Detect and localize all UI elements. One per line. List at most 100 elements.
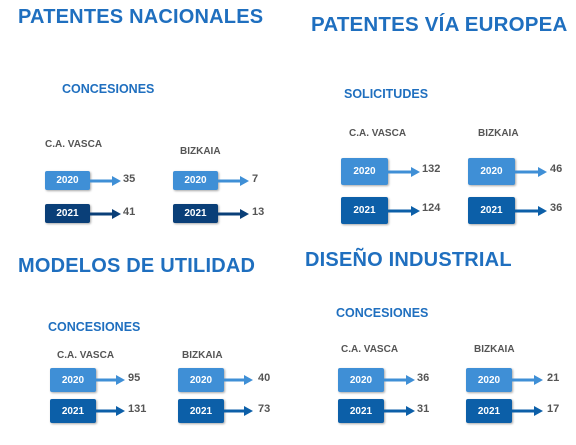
arrow-shaft bbox=[388, 209, 413, 212]
arrow-shaft bbox=[90, 212, 114, 215]
arrow-shaft bbox=[384, 409, 408, 413]
bar-2020: 2020 46 bbox=[468, 158, 562, 185]
value-label: 35 bbox=[123, 173, 136, 185]
value-label: 46 bbox=[550, 163, 563, 175]
bar-2021: 2021 41 bbox=[45, 204, 135, 223]
bar-2021: 2021 13 bbox=[173, 204, 264, 223]
arrow-right-icon bbox=[112, 208, 121, 219]
year-box-2021: 2021 bbox=[466, 399, 512, 423]
year-label: 2020 bbox=[184, 175, 207, 186]
value-label: 124 bbox=[422, 202, 441, 214]
year-label: 2020 bbox=[477, 374, 501, 386]
arrow-right-icon bbox=[538, 166, 547, 177]
year-label: 2020 bbox=[480, 166, 503, 177]
year-box-2020: 2020 bbox=[468, 158, 515, 185]
section-title-patentes-nacionales: PATENTES NACIONALES bbox=[18, 6, 264, 28]
year-label: 2021 bbox=[480, 205, 503, 216]
region-label-ca-vasca: C.A. VASCA bbox=[57, 350, 115, 361]
year-box-2021: 2021 bbox=[173, 204, 218, 223]
arrow-right-icon bbox=[411, 205, 420, 216]
arrow-right-icon bbox=[411, 166, 420, 177]
year-label: 2021 bbox=[184, 208, 207, 219]
bar-2021: 2021 131 bbox=[50, 399, 146, 423]
section-subtitle: SOLICITUDES bbox=[344, 87, 429, 101]
arrow-right-icon bbox=[406, 406, 415, 416]
year-label: 2021 bbox=[477, 405, 501, 417]
arrow-right-icon bbox=[244, 375, 253, 385]
year-box-2020: 2020 bbox=[178, 368, 224, 392]
arrow-right-icon bbox=[112, 175, 121, 186]
arrow-right-icon bbox=[240, 175, 249, 186]
section-title-diseno-industrial: DISEÑO INDUSTRIAL bbox=[305, 249, 512, 271]
value-label: 17 bbox=[547, 403, 560, 415]
arrow-right-icon bbox=[116, 406, 125, 416]
arrow-right-icon bbox=[244, 406, 253, 416]
region-label-bizkaia: BIZKAIA bbox=[478, 128, 519, 139]
value-label: 73 bbox=[258, 403, 271, 415]
arrow-shaft bbox=[224, 409, 246, 413]
year-box-2021: 2021 bbox=[338, 399, 384, 423]
section-subtitle: CONCESIONES bbox=[336, 306, 429, 320]
year-box-2020: 2020 bbox=[466, 368, 512, 392]
year-label: 2021 bbox=[353, 205, 376, 216]
bar-2021: 2021 36 bbox=[468, 197, 562, 224]
section-title-modelos-de-utilidad: MODELOS DE UTILIDAD bbox=[18, 255, 256, 277]
bar-2020: 2020 7 bbox=[173, 171, 258, 190]
year-box-2021: 2021 bbox=[468, 197, 515, 224]
arrow-shaft bbox=[96, 378, 118, 382]
value-label: 13 bbox=[252, 206, 265, 218]
bar-2020: 2020 21 bbox=[466, 368, 559, 392]
bar-2020: 2020 95 bbox=[50, 368, 140, 392]
arrow-right-icon bbox=[240, 208, 249, 219]
value-label: 21 bbox=[547, 372, 560, 384]
arrow-shaft bbox=[218, 179, 242, 182]
arrow-shaft bbox=[90, 179, 114, 182]
arrow-right-icon bbox=[406, 375, 415, 385]
year-label: 2020 bbox=[189, 374, 213, 386]
bar-2021: 2021 124 bbox=[341, 197, 440, 224]
value-label: 132 bbox=[422, 163, 441, 175]
value-label: 36 bbox=[550, 202, 563, 214]
year-label: 2021 bbox=[349, 405, 373, 417]
year-label: 2021 bbox=[61, 405, 85, 417]
region-label-bizkaia: BIZKAIA bbox=[180, 146, 221, 157]
arrow-shaft bbox=[96, 409, 118, 413]
section-subtitle: CONCESIONES bbox=[62, 82, 155, 96]
region-label-bizkaia: BIZKAIA bbox=[182, 350, 223, 361]
bar-2021: 2021 31 bbox=[338, 399, 429, 423]
bar-2020: 2020 132 bbox=[341, 158, 440, 185]
year-label: 2020 bbox=[349, 374, 373, 386]
region-label-ca-vasca: C.A. VASCA bbox=[341, 344, 399, 355]
year-box-2021: 2021 bbox=[341, 197, 388, 224]
region-label-bizkaia: BIZKAIA bbox=[474, 344, 515, 355]
arrow-shaft bbox=[218, 212, 242, 215]
year-label: 2020 bbox=[61, 374, 85, 386]
year-label: 2020 bbox=[56, 175, 79, 186]
bar-2021: 2021 73 bbox=[178, 399, 270, 423]
bar-2020: 2020 40 bbox=[178, 368, 270, 392]
arrow-shaft bbox=[515, 170, 540, 173]
year-box-2020: 2020 bbox=[173, 171, 218, 190]
year-box-2020: 2020 bbox=[341, 158, 388, 185]
arrow-shaft bbox=[512, 409, 536, 413]
arrow-shaft bbox=[512, 378, 536, 382]
year-box-2020: 2020 bbox=[338, 368, 384, 392]
arrow-right-icon bbox=[538, 205, 547, 216]
section-title-patentes-via-europea: PATENTES VÍA EUROPEA bbox=[311, 13, 568, 36]
region-label-ca-vasca: C.A. VASCA bbox=[45, 139, 103, 150]
bar-2021: 2021 17 bbox=[466, 399, 559, 423]
year-box-2021: 2021 bbox=[45, 204, 90, 223]
bar-2020: 2020 36 bbox=[338, 368, 429, 392]
arrow-shaft bbox=[384, 378, 408, 382]
year-label: 2021 bbox=[56, 208, 79, 219]
arrow-right-icon bbox=[116, 375, 125, 385]
value-label: 131 bbox=[128, 403, 147, 415]
arrow-right-icon bbox=[534, 375, 543, 385]
year-box-2021: 2021 bbox=[50, 399, 96, 423]
value-label: 36 bbox=[417, 372, 430, 384]
section-subtitle: CONCESIONES bbox=[48, 320, 141, 334]
arrow-right-icon bbox=[534, 406, 543, 416]
bar-2020: 2020 35 bbox=[45, 171, 135, 190]
year-box-2020: 2020 bbox=[45, 171, 90, 190]
year-label: 2020 bbox=[353, 166, 376, 177]
